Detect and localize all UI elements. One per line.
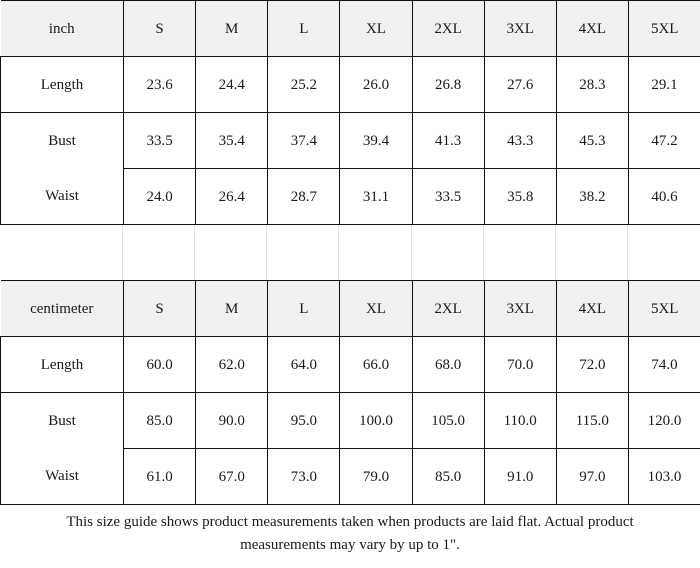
- cell-bust-4xl: 45.3: [556, 113, 628, 169]
- cell-bust-5xl: 47.2: [628, 113, 700, 169]
- cell-waist-2xl: 85.0: [412, 449, 484, 505]
- size-header-s: S: [124, 281, 196, 337]
- measurement-label-length: Length: [1, 337, 124, 393]
- cell-bust-2xl: 41.3: [412, 113, 484, 169]
- cell-length-s: 23.6: [124, 57, 196, 113]
- cell-waist-l: 28.7: [268, 169, 340, 225]
- spacer-segment: [267, 225, 339, 280]
- size-header-3xl: 3XL: [484, 281, 556, 337]
- table-header-row-centimeter: centimeter S M L XL 2XL 3XL 4XL 5XL: [1, 281, 700, 337]
- spacer-segment: [484, 225, 556, 280]
- size-header-xl: XL: [340, 1, 412, 57]
- cell-bust-3xl: 43.3: [484, 113, 556, 169]
- measurement-label-bust: Bust: [1, 393, 124, 449]
- table-row: Bust 33.5 35.4 37.4 39.4 41.3 43.3 45.3 …: [1, 113, 700, 169]
- cell-waist-2xl: 33.5: [412, 169, 484, 225]
- cell-bust-3xl: 110.0: [484, 393, 556, 449]
- cell-bust-s: 33.5: [124, 113, 196, 169]
- cell-bust-xl: 100.0: [340, 393, 412, 449]
- cell-bust-m: 90.0: [196, 393, 268, 449]
- cell-bust-l: 37.4: [268, 113, 340, 169]
- size-table-inch: inch S M L XL 2XL 3XL 4XL 5XL Length 23.…: [0, 0, 700, 225]
- table-header-row-inch: inch S M L XL 2XL 3XL 4XL 5XL: [1, 1, 700, 57]
- cell-bust-l: 95.0: [268, 393, 340, 449]
- size-table-centimeter: centimeter S M L XL 2XL 3XL 4XL 5XL Leng…: [0, 280, 700, 505]
- cell-waist-xl: 31.1: [340, 169, 412, 225]
- table-row: Waist 61.0 67.0 73.0 79.0 85.0 91.0 97.0…: [1, 449, 700, 505]
- cell-waist-l: 73.0: [268, 449, 340, 505]
- size-header-s: S: [124, 1, 196, 57]
- unit-label-inch: inch: [1, 1, 124, 57]
- spacer-segment: [0, 225, 123, 280]
- cell-waist-5xl: 40.6: [628, 169, 700, 225]
- size-header-m: M: [196, 281, 268, 337]
- size-header-5xl: 5XL: [628, 1, 700, 57]
- size-header-2xl: 2XL: [412, 1, 484, 57]
- size-header-xl: XL: [340, 281, 412, 337]
- cell-length-xl: 66.0: [340, 337, 412, 393]
- cell-waist-xl: 79.0: [340, 449, 412, 505]
- size-header-m: M: [196, 1, 268, 57]
- cell-bust-2xl: 105.0: [412, 393, 484, 449]
- cell-length-2xl: 26.8: [412, 57, 484, 113]
- cell-length-2xl: 68.0: [412, 337, 484, 393]
- cell-length-5xl: 74.0: [628, 337, 700, 393]
- cell-length-3xl: 27.6: [484, 57, 556, 113]
- spacer-segment: [556, 225, 628, 280]
- cell-bust-m: 35.4: [196, 113, 268, 169]
- cell-length-5xl: 29.1: [628, 57, 700, 113]
- cell-length-l: 64.0: [268, 337, 340, 393]
- cell-waist-m: 26.4: [196, 169, 268, 225]
- cell-length-l: 25.2: [268, 57, 340, 113]
- spacer-segment: [412, 225, 484, 280]
- cell-bust-s: 85.0: [124, 393, 196, 449]
- measurement-label-length: Length: [1, 57, 124, 113]
- measurement-label-bust: Bust: [1, 113, 124, 169]
- cell-waist-s: 61.0: [124, 449, 196, 505]
- cell-waist-m: 67.0: [196, 449, 268, 505]
- spacer-segment: [195, 225, 267, 280]
- size-header-4xl: 4XL: [556, 1, 628, 57]
- cell-length-s: 60.0: [124, 337, 196, 393]
- cell-length-xl: 26.0: [340, 57, 412, 113]
- table-row: Waist 24.0 26.4 28.7 31.1 33.5 35.8 38.2…: [1, 169, 700, 225]
- table-row: Length 23.6 24.4 25.2 26.0 26.8 27.6 28.…: [1, 57, 700, 113]
- size-header-2xl: 2XL: [412, 281, 484, 337]
- size-header-3xl: 3XL: [484, 1, 556, 57]
- measurement-label-waist: Waist: [1, 169, 124, 225]
- cell-waist-5xl: 103.0: [628, 449, 700, 505]
- cell-waist-s: 24.0: [124, 169, 196, 225]
- spacer-segment: [628, 225, 700, 280]
- size-header-l: L: [268, 281, 340, 337]
- cell-bust-4xl: 115.0: [556, 393, 628, 449]
- cell-length-3xl: 70.0: [484, 337, 556, 393]
- size-header-5xl: 5XL: [628, 281, 700, 337]
- cell-bust-5xl: 120.0: [628, 393, 700, 449]
- cell-waist-4xl: 97.0: [556, 449, 628, 505]
- table-spacer: [0, 225, 700, 280]
- cell-bust-xl: 39.4: [340, 113, 412, 169]
- cell-waist-3xl: 35.8: [484, 169, 556, 225]
- cell-waist-4xl: 38.2: [556, 169, 628, 225]
- spacer-segment: [339, 225, 411, 280]
- size-header-4xl: 4XL: [556, 281, 628, 337]
- spacer-segment: [123, 225, 195, 280]
- cell-length-4xl: 28.3: [556, 57, 628, 113]
- size-header-l: L: [268, 1, 340, 57]
- cell-length-m: 24.4: [196, 57, 268, 113]
- size-guide-footer-note: This size guide shows product measuremen…: [0, 505, 700, 568]
- cell-length-m: 62.0: [196, 337, 268, 393]
- cell-length-4xl: 72.0: [556, 337, 628, 393]
- unit-label-centimeter: centimeter: [1, 281, 124, 337]
- table-row: Length 60.0 62.0 64.0 66.0 68.0 70.0 72.…: [1, 337, 700, 393]
- table-row: Bust 85.0 90.0 95.0 100.0 105.0 110.0 11…: [1, 393, 700, 449]
- measurement-label-waist: Waist: [1, 449, 124, 505]
- cell-waist-3xl: 91.0: [484, 449, 556, 505]
